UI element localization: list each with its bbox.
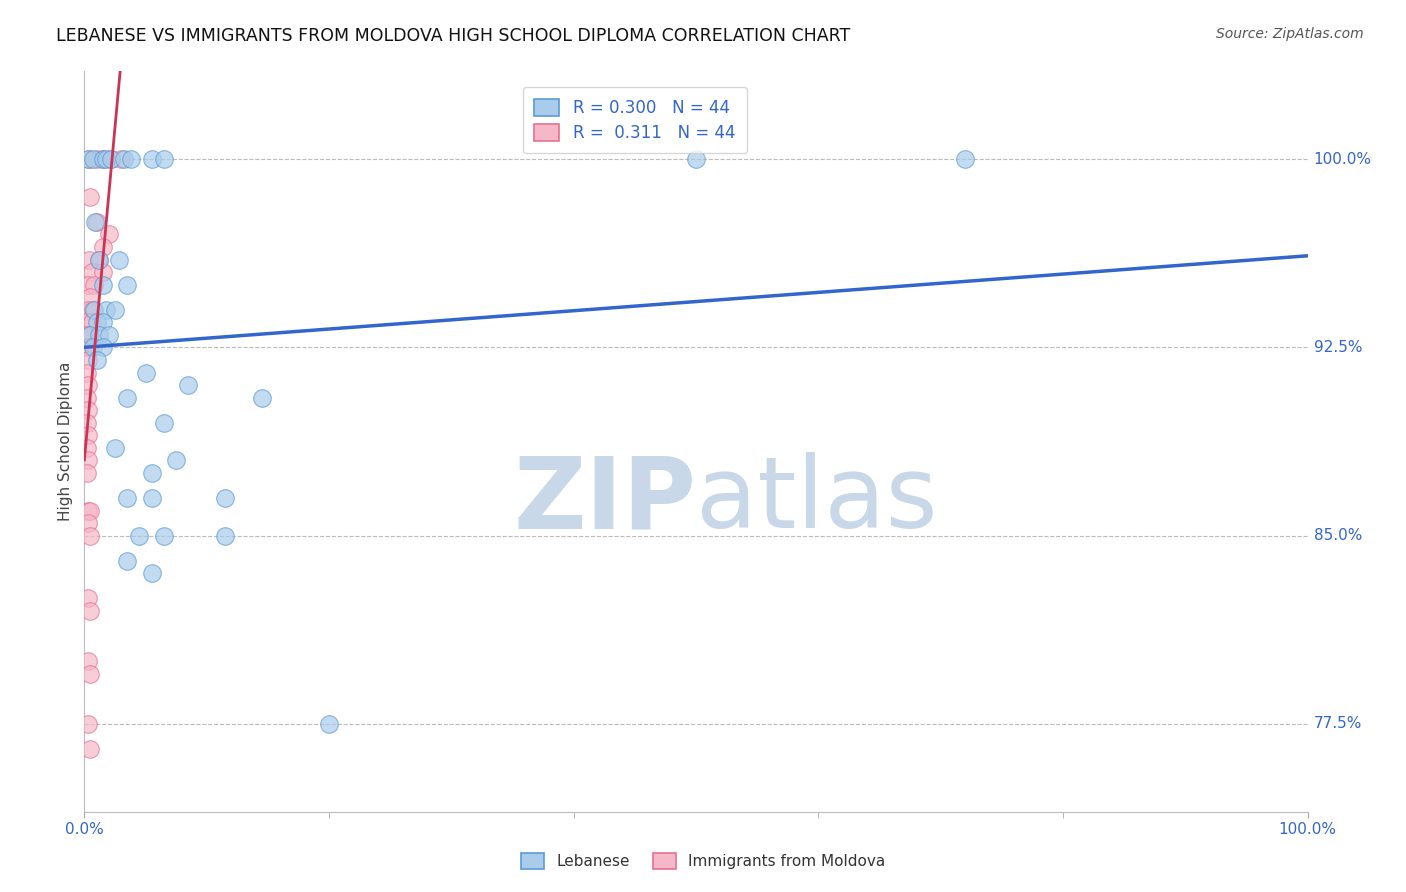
Point [77,654,100,668]
Point [80,315,103,329]
Point [214,529,236,543]
Point [77,277,100,292]
Point [141,566,163,581]
Point [76,315,98,329]
Point [135,366,157,380]
Point [79,742,101,756]
Point [96,302,118,317]
Point [165,453,187,467]
Point [214,491,236,505]
Point [86,215,108,229]
Point [77,717,100,731]
Text: Source: ZipAtlas.com: Source: ZipAtlas.com [1216,27,1364,41]
Point [77,152,100,166]
Point [91,265,114,279]
Point [77,591,100,606]
Point [79,327,101,342]
Point [87,252,110,267]
Point [104,441,127,455]
Point [77,327,100,342]
Point [77,378,100,392]
Point [77,503,100,517]
Point [91,152,114,166]
Point [83,277,105,292]
Point [104,302,127,317]
Point [100,152,122,166]
Text: ZIP: ZIP [513,452,696,549]
Point [97,327,120,342]
Point [91,240,114,254]
Point [153,529,176,543]
Point [141,466,163,480]
Legend: R = 0.300   N = 44, R =  0.311   N = 44: R = 0.300 N = 44, R = 0.311 N = 44 [523,87,747,153]
Text: 77.5%: 77.5% [1313,716,1362,731]
Point [77,353,100,368]
Point [91,277,114,292]
Point [91,152,114,166]
Text: 100.0%: 100.0% [1313,152,1372,167]
Point [685,152,707,166]
Point [953,152,976,166]
Point [100,152,122,166]
Point [120,152,142,166]
Point [86,152,108,166]
Point [86,315,108,329]
Point [115,277,138,292]
Point [79,604,101,618]
Point [115,491,138,505]
Point [77,403,100,417]
Legend: Lebanese, Immigrants from Moldova: Lebanese, Immigrants from Moldova [515,847,891,875]
Point [79,290,101,304]
Point [97,227,120,242]
Point [76,466,98,480]
Point [86,353,108,368]
Text: atlas: atlas [696,452,938,549]
Point [76,366,98,380]
Text: 92.5%: 92.5% [1313,340,1362,355]
Point [76,391,98,405]
Point [79,190,101,204]
Point [77,152,100,166]
Point [110,152,132,166]
Point [79,529,101,543]
Point [79,340,101,354]
Point [87,252,110,267]
Point [79,666,101,681]
Point [76,441,98,455]
Text: 85.0%: 85.0% [1313,528,1362,543]
Point [87,327,110,342]
Point [153,152,176,166]
Point [250,391,273,405]
Point [79,503,101,517]
Point [80,265,103,279]
Point [91,315,114,329]
Point [112,152,135,166]
Point [77,453,100,467]
Point [115,391,138,405]
Point [91,340,114,354]
Point [77,428,100,442]
Point [318,717,340,731]
Point [82,302,104,317]
Point [115,554,138,568]
Point [177,378,200,392]
Point [76,416,98,430]
Point [76,327,98,342]
Point [84,215,107,229]
Point [76,340,98,354]
Point [77,252,100,267]
Point [141,491,163,505]
Point [82,340,104,354]
Point [83,302,105,317]
Point [128,529,150,543]
Y-axis label: High School Diploma: High School Diploma [58,362,73,521]
Point [82,152,104,166]
Point [77,302,100,317]
Point [77,516,100,530]
Text: LEBANESE VS IMMIGRANTS FROM MOLDOVA HIGH SCHOOL DIPLOMA CORRELATION CHART: LEBANESE VS IMMIGRANTS FROM MOLDOVA HIGH… [56,27,851,45]
Point [141,152,163,166]
Point [96,152,118,166]
Point [153,416,176,430]
Point [107,252,129,267]
